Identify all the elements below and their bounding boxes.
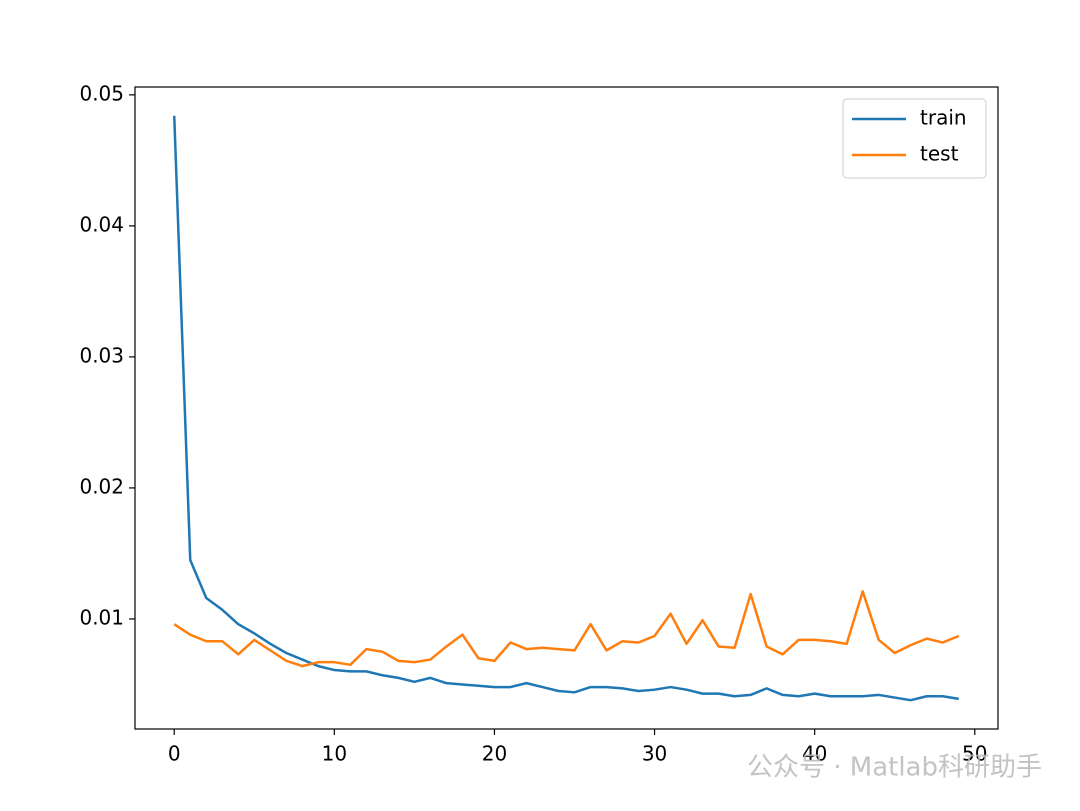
x-tick-label: 40 [802,742,827,766]
y-tick-label: 0.01 [79,605,124,629]
x-tick-label: 20 [482,742,507,766]
legend-label: test [920,142,959,166]
series-line [173,590,960,668]
x-tick-label: 0 [168,742,181,766]
legend-label: train [920,106,967,130]
y-tick-label: 0.04 [79,212,124,236]
watermark: 公众号 · Matlab科研助手 [747,753,1042,783]
plot-frame [134,86,999,730]
y-tick-label: 0.02 [79,474,124,498]
y-tick-label: 0.03 [79,343,124,367]
x-tick-label: 50 [962,742,987,766]
y-tick-label: 0.05 [79,81,124,105]
x-tick-label: 30 [642,742,667,766]
series-line [172,115,959,702]
x-tick-label: 10 [322,742,347,766]
